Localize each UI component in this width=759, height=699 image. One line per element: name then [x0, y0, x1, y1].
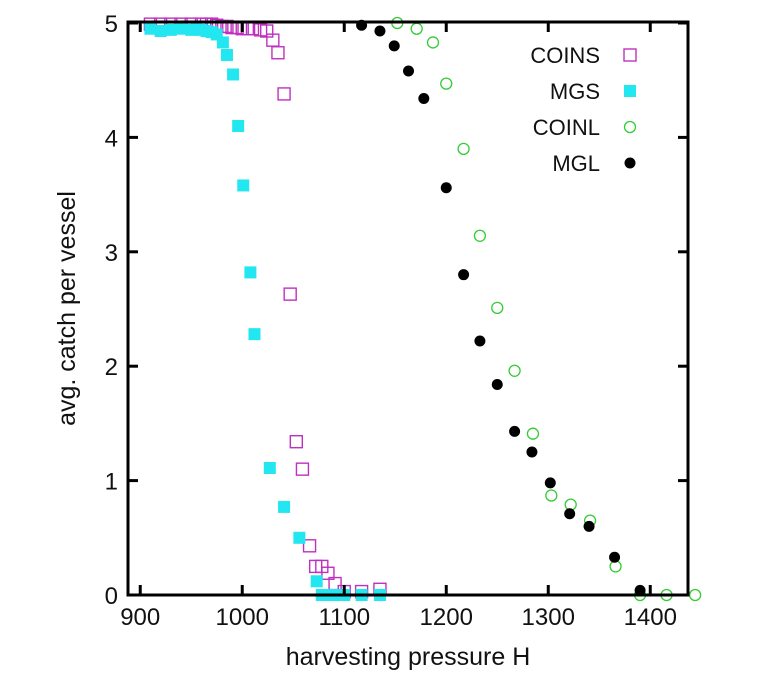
point-coins — [283, 287, 297, 301]
point-mgs — [278, 500, 291, 513]
point-mgs — [263, 462, 276, 475]
point-mgs — [248, 328, 261, 341]
point-mgs — [154, 25, 167, 38]
y-tick-label: 5 — [105, 11, 118, 38]
point-mgl — [374, 25, 386, 37]
point-coins — [321, 566, 335, 580]
series-coins — [143, 17, 387, 599]
point-mgl — [583, 520, 595, 532]
point-mgl — [544, 477, 556, 489]
point-coins — [295, 462, 310, 476]
x-tick-label: 1300 — [522, 604, 575, 631]
x-tick-label: 1200 — [420, 604, 473, 631]
point-mgl — [491, 379, 503, 391]
y-tick-label: 0 — [105, 583, 118, 610]
point-mgl — [564, 508, 576, 520]
point-mgs — [220, 49, 233, 62]
y-tick-label: 3 — [105, 240, 118, 267]
point-coins — [289, 435, 304, 449]
legend-label: COINL — [533, 115, 600, 140]
x-tick-label: 1100 — [318, 604, 370, 631]
point-mgl — [440, 182, 452, 194]
point-mgs — [232, 119, 245, 132]
point-mgs — [237, 179, 250, 192]
point-coinl — [545, 489, 558, 502]
legend-item-mgs: MGS — [550, 79, 636, 104]
y-tick-label: 2 — [105, 354, 118, 381]
point-mgl — [403, 65, 415, 77]
point-mgs — [144, 22, 157, 35]
y-tick-label: 4 — [105, 125, 118, 152]
point-mgs — [310, 575, 323, 588]
legend-marker-coins — [623, 48, 637, 62]
point-mgl — [418, 93, 430, 105]
legend: COINS MGS COINL MGL — [530, 43, 637, 176]
point-coins — [277, 87, 291, 101]
point-mgl — [609, 551, 621, 563]
point-coins — [302, 539, 317, 553]
legend-marker-mgs — [624, 85, 636, 97]
y-axis-title: avg. catch per vessel — [53, 191, 81, 426]
point-coinl — [491, 301, 504, 315]
x-axis-title: harvesting pressure H — [286, 643, 531, 671]
x-tick-label: 1400 — [624, 604, 677, 631]
legend-label: COINS — [530, 43, 600, 68]
series-coinl — [391, 16, 702, 602]
legend-marker-coinl — [623, 120, 637, 134]
point-coinl — [440, 77, 453, 90]
legend-marker-mgl — [624, 157, 636, 169]
point-mgl — [526, 446, 538, 458]
point-mgs — [164, 23, 177, 36]
point-coinl — [426, 36, 440, 49]
legend-label: MGS — [550, 79, 600, 104]
point-mgl — [388, 40, 400, 52]
data-marks — [143, 16, 702, 602]
x-tick-label: 1000 — [216, 604, 269, 631]
point-mgs — [175, 22, 188, 35]
axes: 900 1000 1100 1200 1300 1400 0 1 2 3 4 5 — [105, 11, 690, 631]
point-coinl — [473, 229, 487, 242]
legend-item-coins: COINS — [530, 43, 637, 68]
point-coinl — [688, 588, 702, 602]
series-mgs — [144, 22, 386, 601]
series-mgl — [356, 19, 646, 596]
legend-item-mgl: MGL — [552, 151, 636, 176]
point-mgl — [509, 425, 521, 437]
point-coinl — [526, 427, 540, 440]
point-mgs — [293, 531, 306, 544]
point-mgs — [244, 266, 257, 279]
point-mgs — [227, 68, 240, 81]
point-mgl — [634, 584, 646, 596]
legend-item-coinl: COINL — [533, 115, 637, 140]
point-coinl — [410, 22, 423, 35]
legend-label: MGL — [552, 151, 600, 176]
point-coins — [220, 19, 234, 34]
point-coinl — [508, 364, 521, 377]
plot-frame — [126, 20, 690, 597]
y-tick-label: 1 — [105, 469, 118, 496]
x-tick-label: 900 — [120, 604, 160, 631]
point-mgs — [216, 36, 229, 49]
point-coins — [271, 46, 285, 60]
point-mgl — [474, 335, 486, 347]
point-mgl — [458, 269, 470, 281]
point-coinl — [457, 142, 470, 155]
